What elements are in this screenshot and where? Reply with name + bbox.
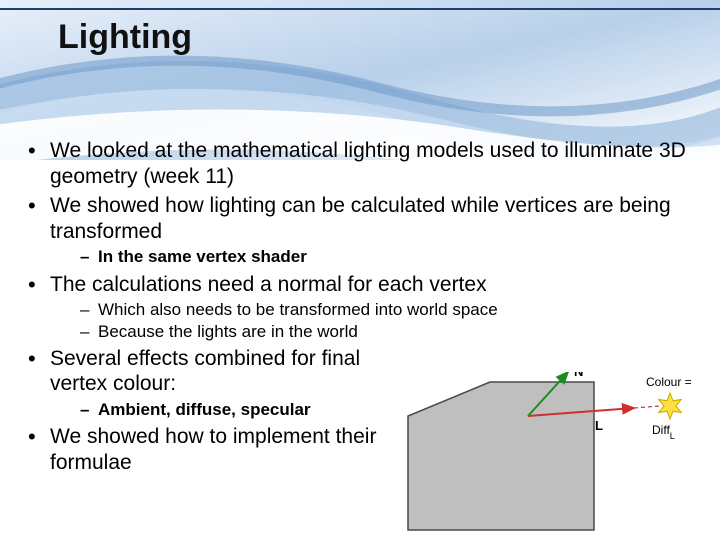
sub-bullet-item: Which also needs to be transformed into …	[50, 299, 698, 320]
bullet-text: We showed how to implement their formula…	[50, 425, 376, 474]
bullet-text: We showed how lighting can be calculated…	[50, 194, 671, 243]
top-rule	[0, 8, 720, 10]
bullet-item: Several effects combined for final verte…	[22, 346, 392, 420]
bullet-item: We showed how to implement their formula…	[22, 424, 392, 475]
bullet-item: We showed how lighting can be calculated…	[22, 193, 698, 267]
slide-title: Lighting	[58, 18, 192, 57]
bullet-text: We looked at the mathematical lighting m…	[50, 139, 686, 188]
bullet-text: The calculations need a normal for each …	[50, 273, 487, 296]
bullet-item: The calculations need a normal for each …	[22, 272, 698, 342]
sub-bullet-item: In the same vertex shader	[50, 246, 698, 267]
sub-bullet-item: Ambient, diffuse, specular	[50, 399, 392, 420]
bullet-text: Several effects combined for final verte…	[50, 347, 360, 396]
sub-bullet-item: Because the lights are in the world	[50, 321, 698, 342]
slide-body: We looked at the mathematical lighting m…	[22, 138, 698, 479]
bullet-item: We looked at the mathematical lighting m…	[22, 138, 698, 189]
